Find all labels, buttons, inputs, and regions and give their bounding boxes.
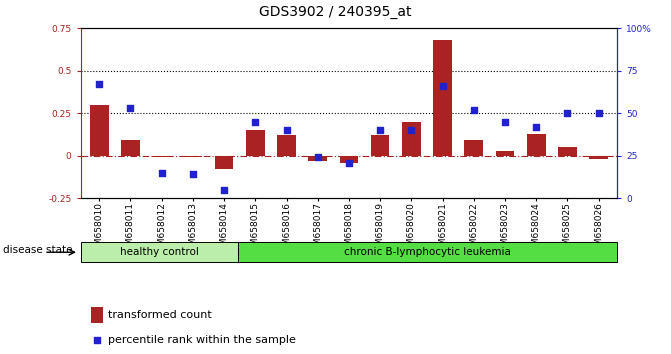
Bar [90, 105, 109, 156]
Bar [340, 156, 358, 162]
Bar [183, 156, 202, 158]
Point [125, 105, 136, 111]
Text: disease state: disease state [3, 245, 73, 255]
Bar [496, 151, 515, 156]
Text: transformed count: transformed count [109, 310, 212, 320]
Bar [277, 135, 296, 156]
Bar [121, 141, 140, 156]
Bar [91, 307, 103, 323]
Text: GDS3902 / 240395_at: GDS3902 / 240395_at [259, 5, 412, 19]
Point [406, 127, 417, 133]
Bar [527, 134, 546, 156]
Point [500, 119, 511, 125]
Point [187, 172, 198, 177]
Text: chronic B-lymphocytic leukemia: chronic B-lymphocytic leukemia [344, 247, 511, 257]
Bar [433, 40, 452, 156]
Bar [558, 147, 577, 156]
Point [593, 110, 604, 116]
Bar [81, 242, 238, 262]
Point [92, 337, 103, 342]
Text: percentile rank within the sample: percentile rank within the sample [109, 335, 297, 344]
Point [531, 124, 541, 130]
Point [562, 110, 573, 116]
Point [312, 155, 323, 160]
Point [344, 160, 354, 165]
Bar [309, 156, 327, 161]
Bar [402, 122, 421, 156]
Bar [589, 156, 608, 159]
Point [437, 83, 448, 89]
Point [375, 127, 386, 133]
Point [94, 81, 105, 87]
Point [281, 127, 292, 133]
Bar [464, 141, 483, 156]
Point [468, 107, 479, 113]
Bar [238, 242, 617, 262]
Bar [215, 156, 234, 169]
Bar [246, 130, 264, 156]
Bar [371, 135, 389, 156]
Text: healthy control: healthy control [120, 247, 199, 257]
Point [156, 170, 167, 176]
Point [219, 187, 229, 193]
Point [250, 119, 260, 125]
Bar [152, 156, 171, 158]
